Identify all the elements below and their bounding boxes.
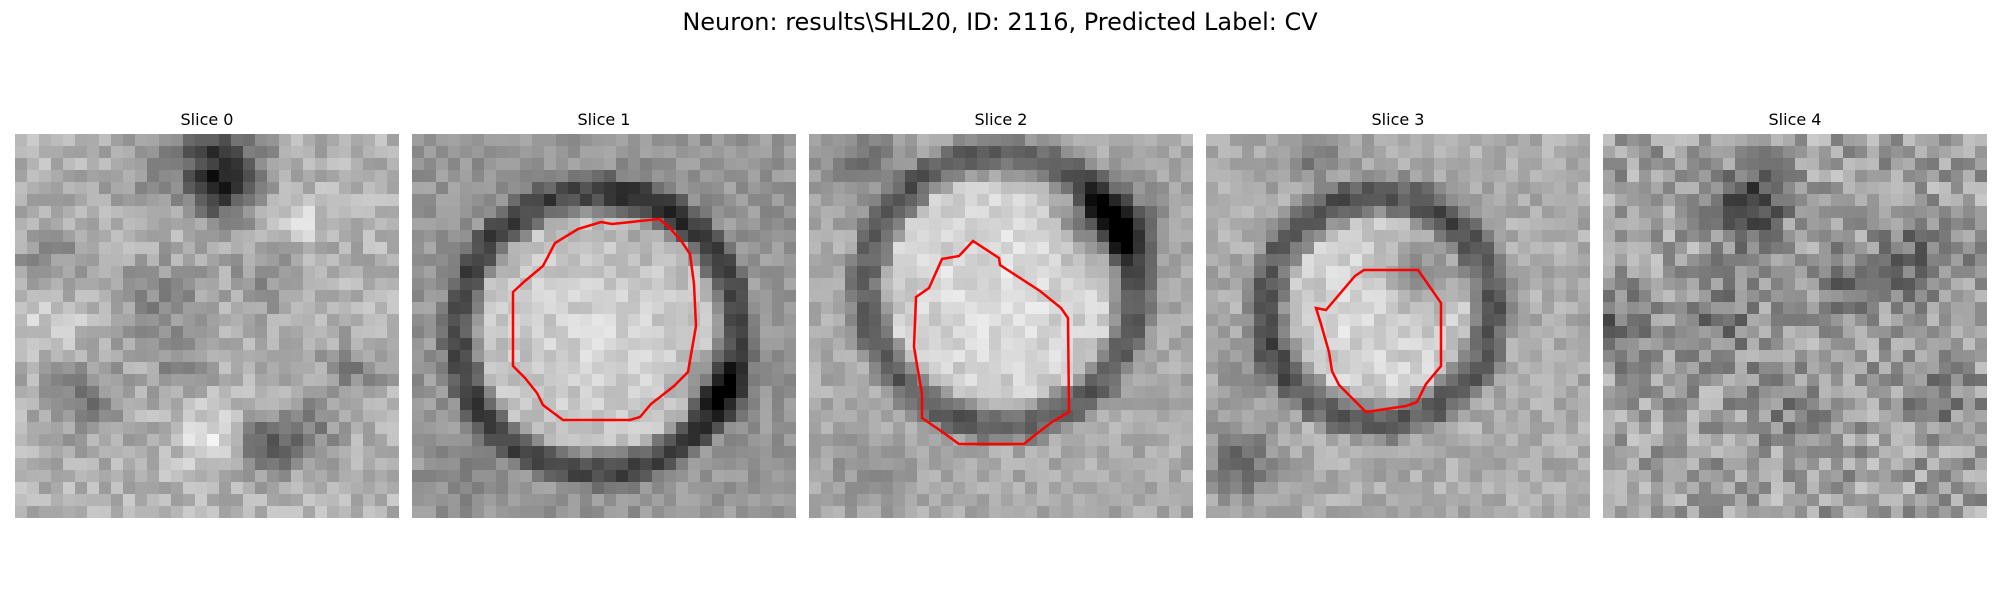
slice-1-pixel-grid (412, 134, 796, 518)
slice-title-3: Slice 3 (1371, 110, 1425, 129)
slice-panel-2: Slice 2 (809, 108, 1193, 520)
slice-1-contour-outline (511, 217, 698, 422)
slice-4-pixel-grid (1603, 134, 1987, 518)
slice-2-contour-outline (912, 239, 1071, 446)
slice-title-2: Slice 2 (974, 110, 1028, 129)
figure-title: Neuron: results\SHL20, ID: 2116, Predict… (682, 8, 1318, 36)
slice-image-1 (412, 134, 796, 518)
slice-0-pixel-grid (15, 134, 399, 518)
slice-3-pixel-grid (1206, 134, 1590, 518)
slice-panel-1: Slice 1 (412, 108, 796, 520)
slice-2-pixel-grid (809, 134, 1193, 518)
slice-panel-3: Slice 3 (1206, 108, 1590, 520)
slice-image-3 (1206, 134, 1590, 518)
slice-image-2 (809, 134, 1193, 518)
slice-panel-0: Slice 0 (15, 108, 399, 520)
slice-image-0 (15, 134, 399, 518)
slice-panel-4: Slice 4 (1603, 108, 1987, 520)
slice-title-4: Slice 4 (1768, 110, 1822, 129)
slice-title-1: Slice 1 (577, 110, 631, 129)
slice-image-4 (1603, 134, 1987, 518)
slice-title-0: Slice 0 (180, 110, 234, 129)
slice-3-contour-outline (1314, 268, 1443, 414)
